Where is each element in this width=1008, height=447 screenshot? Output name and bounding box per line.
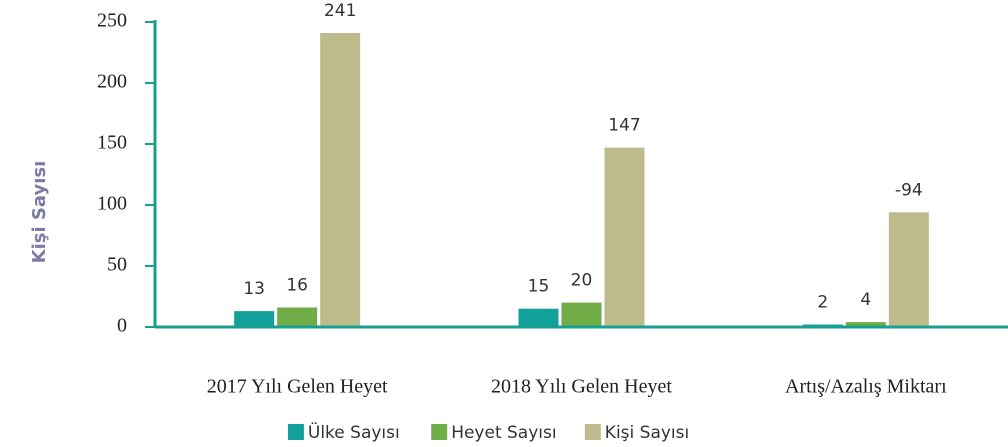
bar <box>234 311 275 327</box>
bar <box>518 308 559 327</box>
y-tick-label: 250 <box>97 10 127 32</box>
y-tick-label: 150 <box>97 132 127 154</box>
x-tick-label: Artış/Azalış Miktarı <box>785 376 947 398</box>
data-label: 147 <box>608 116 640 136</box>
data-label: -94 <box>895 180 923 200</box>
data-label: 13 <box>243 279 265 299</box>
data-label: 20 <box>571 271 593 291</box>
y-tick-label: 200 <box>97 71 127 93</box>
legend-swatch <box>584 424 601 440</box>
data-label: 15 <box>528 277 550 297</box>
y-tick-label: 100 <box>97 193 127 215</box>
bar <box>561 302 602 327</box>
legend-label: Heyet Sayısı <box>451 423 556 443</box>
data-label: 241 <box>324 1 356 21</box>
bar <box>320 32 361 327</box>
legend-swatch <box>431 424 448 440</box>
bar <box>888 212 929 327</box>
x-tick-label: 2017 Yılı Gelen Heyet <box>207 376 388 398</box>
y-tick-label: 50 <box>107 254 127 276</box>
bar <box>604 147 645 327</box>
x-tick-label: 2018 Yılı Gelen Heyet <box>491 376 672 398</box>
data-label: 2 <box>817 293 828 313</box>
y-axis-title: Kişi Sayısı <box>29 161 50 264</box>
bar <box>845 322 886 327</box>
data-label: 4 <box>860 290 871 310</box>
y-tick-label: 0 <box>117 315 127 337</box>
legend-label: Ülke Sayısı <box>308 421 400 443</box>
data-label: 16 <box>286 275 308 295</box>
legend-swatch <box>287 424 304 440</box>
bar <box>277 307 318 327</box>
legend-label: Kişi Sayısı <box>605 423 689 443</box>
